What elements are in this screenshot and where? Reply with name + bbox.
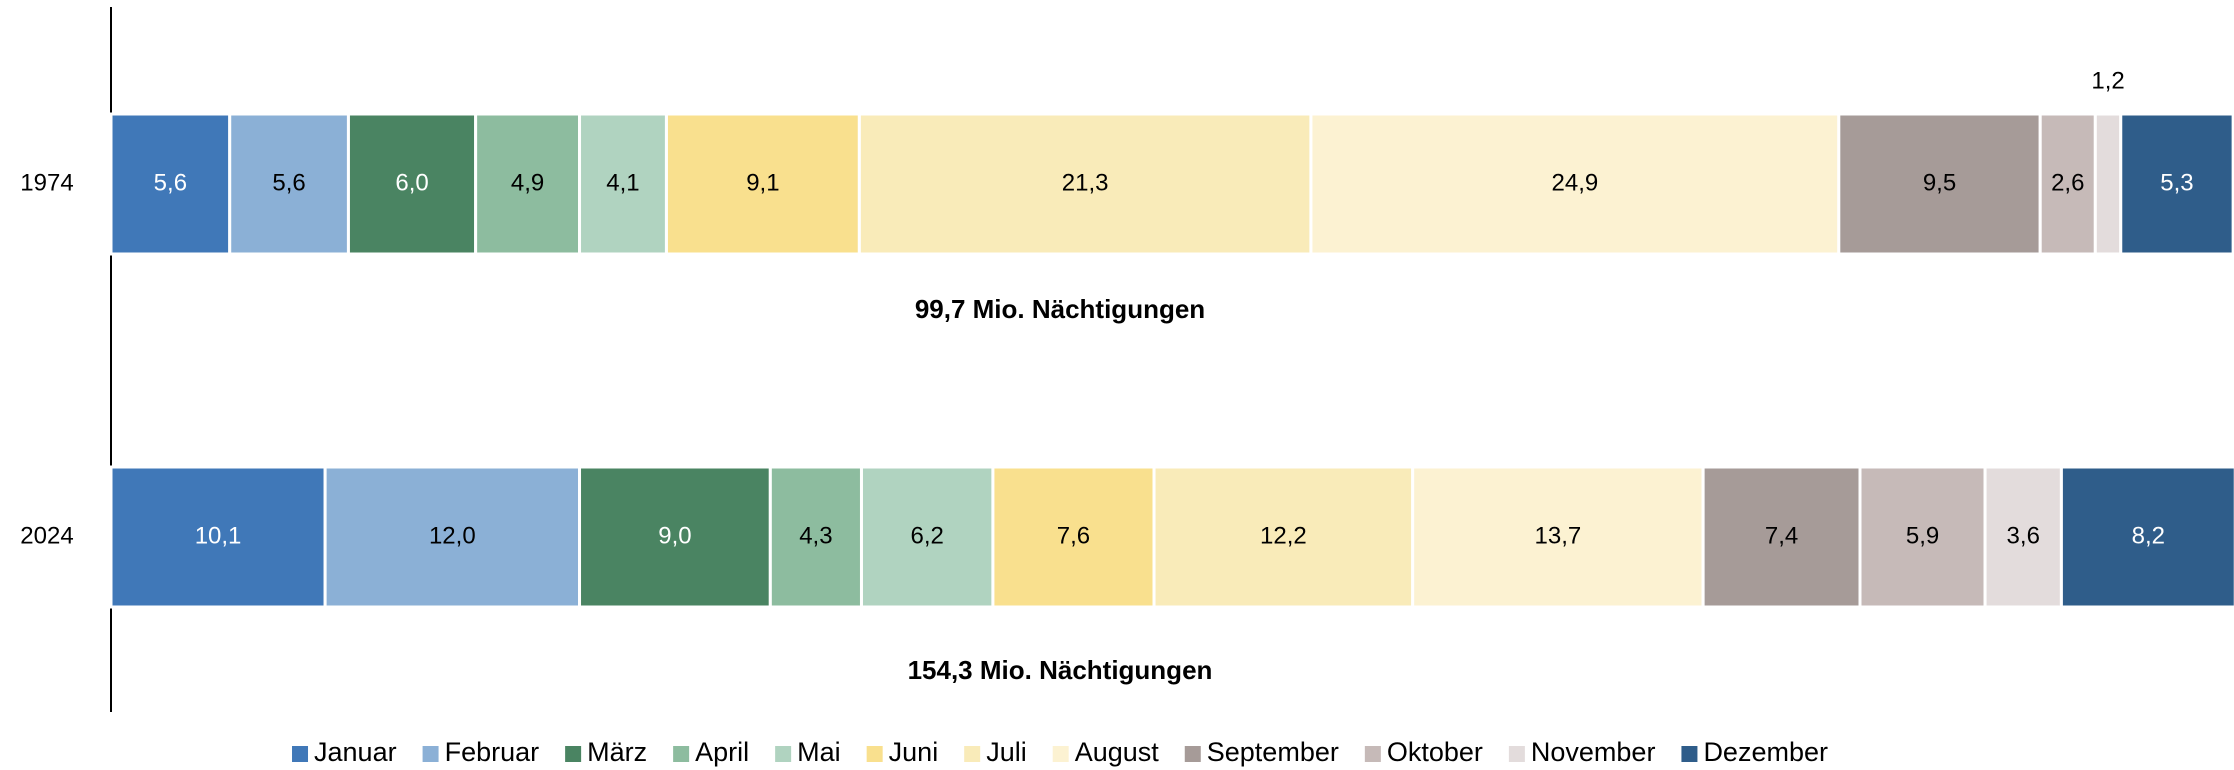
value-label: 6,0 xyxy=(395,169,428,196)
bar-segment xyxy=(1837,112,2042,256)
legend-label: August xyxy=(1075,737,1160,767)
value-label: 4,9 xyxy=(511,169,544,196)
bar-segment xyxy=(991,465,1156,609)
bar-segment xyxy=(2093,112,2123,256)
legend-label: April xyxy=(695,737,749,767)
legend-swatch xyxy=(292,746,309,762)
legend-swatch xyxy=(422,746,439,762)
value-label: 7,6 xyxy=(1057,522,1090,549)
value-label: 5,6 xyxy=(272,169,305,196)
bar-segment xyxy=(859,465,995,609)
legend-swatch xyxy=(565,746,582,762)
annotation: 99,7 Mio. Nächtigungen xyxy=(915,294,1205,324)
legend-swatch xyxy=(1184,746,1201,762)
bar-segment xyxy=(1152,465,1415,609)
value-label: 9,5 xyxy=(1923,169,1956,196)
legend-swatch xyxy=(1508,746,1525,762)
bar-segment xyxy=(1858,465,1987,609)
bar-segment xyxy=(346,112,478,256)
legend-label: September xyxy=(1207,737,1339,767)
bar-segment xyxy=(2038,112,2097,256)
legend-label: Juli xyxy=(986,737,1027,767)
value-label: 9,0 xyxy=(658,522,691,549)
bar-segment xyxy=(2059,465,2234,609)
legend-label: Januar xyxy=(314,737,397,767)
legend-label: November xyxy=(1531,737,1656,767)
value-label: 2,6 xyxy=(2051,169,2084,196)
value-label: 3,6 xyxy=(2007,522,2040,549)
legend-label: Mai xyxy=(797,737,841,767)
value-label: 6,2 xyxy=(911,522,944,549)
legend-swatch xyxy=(1052,746,1069,762)
legend-swatch xyxy=(775,746,792,762)
bar-segment xyxy=(1411,465,1705,609)
legend: Januar Februar März April Mai Juni Juli August S… xyxy=(292,737,1828,767)
bar-segment xyxy=(1701,465,1862,609)
bar-segment xyxy=(768,465,863,609)
value-label: 12,2 xyxy=(1260,522,1307,549)
value-label: 1,2 xyxy=(2091,67,2124,94)
category-label: 2024 xyxy=(20,522,73,549)
legend-swatch xyxy=(673,746,690,762)
legend-label: Oktober xyxy=(1387,737,1483,767)
bar-segment xyxy=(323,465,582,609)
value-label: 8,2 xyxy=(2132,522,2165,549)
legend-label: März xyxy=(587,737,647,767)
bar-segment xyxy=(578,465,772,609)
value-label: 7,4 xyxy=(1765,522,1798,549)
value-label: 13,7 xyxy=(1535,522,1582,549)
legend-label: Dezember xyxy=(1703,737,1828,767)
value-label: 21,3 xyxy=(1062,169,1109,196)
annotation: 154,3 Mio. Nächtigungen xyxy=(908,655,1213,685)
value-label: 10,1 xyxy=(195,522,242,549)
value-label: 5,3 xyxy=(2160,169,2193,196)
bar-segment xyxy=(664,112,861,256)
value-label: 5,6 xyxy=(154,169,187,196)
legend-label: Februar xyxy=(445,737,540,767)
value-label: 12,0 xyxy=(429,522,476,549)
value-label: 4,3 xyxy=(799,522,832,549)
legend-label: Juni xyxy=(889,737,939,767)
legend-swatch xyxy=(866,746,883,762)
bar-segment xyxy=(228,112,350,256)
category-label: 1974 xyxy=(20,169,73,196)
legend-swatch xyxy=(1681,746,1698,762)
value-label: 5,9 xyxy=(1906,522,1939,549)
bar-segment xyxy=(1309,112,1841,256)
value-label: 4,1 xyxy=(606,169,639,196)
legend-swatch xyxy=(1364,746,1381,762)
bar-segment xyxy=(2119,112,2234,256)
legend-swatch xyxy=(964,746,981,762)
value-label: 9,1 xyxy=(746,169,779,196)
value-label: 24,9 xyxy=(1552,169,1599,196)
